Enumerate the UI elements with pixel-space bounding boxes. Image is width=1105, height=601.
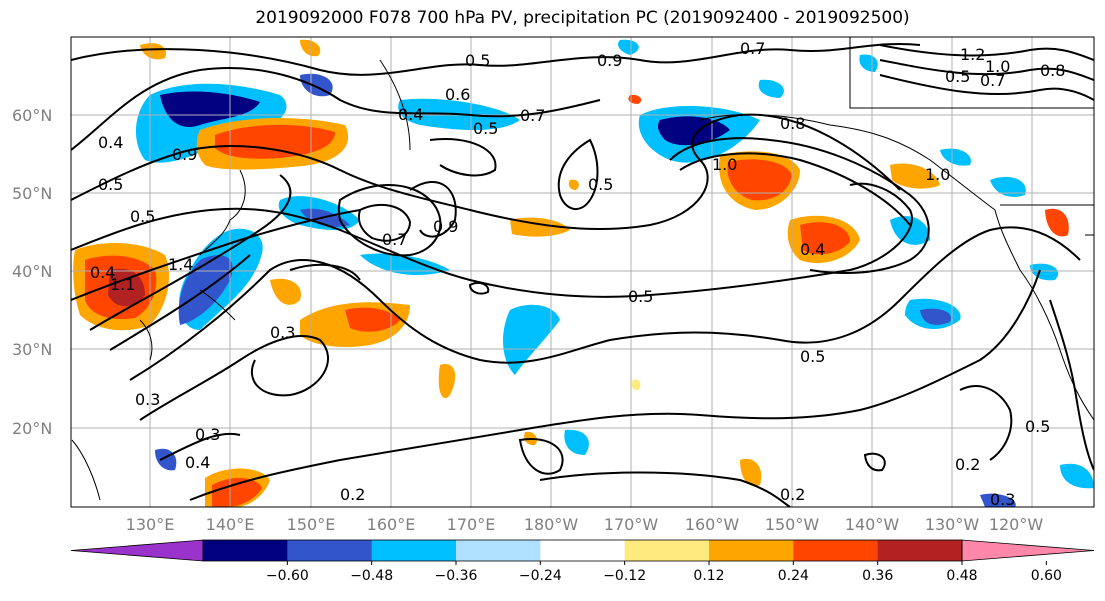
contour-label: 0.2 — [340, 485, 365, 504]
contour-label: 0.5 — [588, 175, 613, 194]
lon-label: 170°E — [447, 515, 496, 534]
contour-label: 0.5 — [628, 287, 653, 306]
lat-label: 50°N — [12, 184, 52, 203]
contour-label: 1.0 — [985, 57, 1010, 76]
contour-label: 1.0 — [925, 165, 950, 184]
map-frame — [70, 36, 1095, 508]
lon-label: 170°W — [604, 515, 659, 534]
pv-contours — [71, 42, 1094, 507]
map-title: 2019092000 F078 700 hPa PV, precipitatio… — [255, 8, 910, 28]
contour-label: 0.4 — [98, 133, 123, 152]
contour-label: 0.5 — [1025, 417, 1050, 436]
lon-label: 150°W — [765, 515, 820, 534]
contour-label: 0.3 — [195, 425, 220, 444]
latitude-labels: 60°N 50°N 40°N 30°N 20°N — [12, 106, 52, 438]
contour-label: 0.4 — [398, 105, 423, 124]
contour-label: 0.8 — [1040, 61, 1065, 80]
colorbar-tick-label: 0.36 — [862, 568, 893, 584]
longitude-labels: 130°E 140°E 150°E 160°E 170°E 180°W 170°… — [126, 515, 1044, 534]
map-area: 0.5 0.7 0.9 0.4 0.5 0.7 1.2 1.0 0.8 0.7 … — [71, 37, 1094, 509]
lon-label: 150°E — [287, 515, 336, 534]
lon-label: 120°W — [989, 515, 1044, 534]
contour-label: 0.7 — [980, 71, 1005, 90]
lon-label: 160°W — [685, 515, 740, 534]
contour-label: 1.1 — [110, 275, 135, 294]
lon-label: 160°E — [367, 515, 416, 534]
colorbar-segment — [877, 540, 963, 561]
contour-label: 0.2 — [780, 485, 805, 504]
contour-label: 0.5 — [473, 119, 498, 138]
contour-label: 0.7 — [740, 39, 765, 58]
contour-label: 0.2 — [955, 455, 980, 474]
contour-label: 0.5 — [800, 347, 825, 366]
colorbar-tick-label: −0.12 — [603, 568, 646, 584]
lon-label: 130°W — [925, 515, 980, 534]
colorbar-tick-label: −0.48 — [350, 568, 393, 584]
colorbar-tick-label: 0.12 — [693, 568, 724, 584]
contour-label: 0.3 — [270, 323, 295, 342]
colorbar-tick-label: 0.60 — [1031, 568, 1062, 584]
contour-label: 0.4 — [800, 240, 825, 259]
colorbar: −0.60 −0.48 −0.36 −0.24 −0.12 0.12 0.24 0.36 0.4… — [70, 539, 1095, 584]
colorbar-segment — [540, 540, 626, 561]
contour-label: 0.5 — [98, 175, 123, 194]
colorbar-tick-label: −0.24 — [519, 568, 562, 584]
colorbar-segment — [709, 540, 794, 561]
colorbar-segment — [793, 540, 879, 561]
colorbar-tick-label: −0.36 — [435, 568, 478, 584]
contour-label: 0.8 — [780, 114, 805, 133]
lat-label: 60°N — [12, 106, 52, 125]
contour-label: 0.3 — [135, 390, 160, 409]
precip-positive-shading — [73, 39, 1069, 507]
lat-label: 30°N — [12, 340, 52, 359]
contour-label: 0.9 — [597, 51, 622, 70]
lon-label: 140°E — [206, 515, 255, 534]
contour-label: 0.5 — [130, 207, 155, 226]
colorbar-tick-label: 0.48 — [946, 568, 977, 584]
colorbar-tick-label: 0.24 — [778, 568, 809, 584]
lat-label: 20°N — [12, 419, 52, 438]
contour-label: 0.6 — [445, 85, 470, 104]
contour-label: 0.3 — [990, 490, 1015, 509]
colorbar-segment — [624, 540, 710, 561]
lon-label: 140°W — [845, 515, 900, 534]
precip-negative-shading — [135, 39, 1094, 507]
contour-label: 0.5 — [465, 51, 490, 70]
colorbar-segment — [456, 540, 541, 561]
colorbar-segment — [371, 540, 457, 561]
contour-label: 0.5 — [945, 67, 970, 86]
contour-label: 1.4 — [168, 255, 193, 274]
contour-label: 1.0 — [712, 155, 737, 174]
contour-label: 0.4 — [185, 453, 210, 472]
contour-label: 0.7 — [520, 106, 545, 125]
colorbar-extend-high — [961, 539, 1095, 562]
contour-labels: 0.5 0.7 0.9 0.4 0.5 0.7 1.2 1.0 0.8 0.7 … — [90, 39, 1065, 509]
colorbar-segment — [203, 540, 288, 561]
colorbar-frame — [202, 539, 963, 562]
contour-label: 0.9 — [433, 217, 458, 236]
colorbar-segment — [287, 540, 373, 561]
contour-label: 1.2 — [960, 45, 985, 64]
lon-label: 130°E — [126, 515, 175, 534]
colorbar-tick-label: −0.60 — [266, 568, 309, 584]
contour-label: 0.7 — [382, 230, 407, 249]
lon-label: 180°W — [524, 515, 579, 534]
contour-label: 0.9 — [172, 145, 197, 164]
colorbar-extend-low — [70, 539, 204, 562]
contour-label: 0.4 — [90, 263, 115, 282]
lat-label: 40°N — [12, 262, 52, 281]
